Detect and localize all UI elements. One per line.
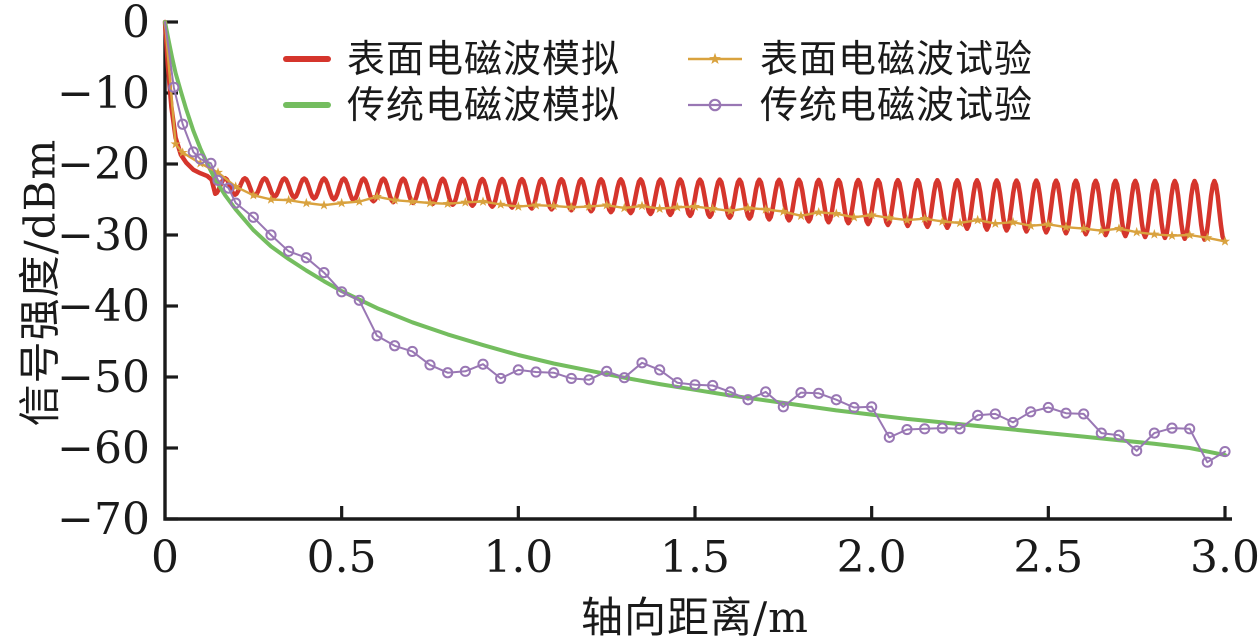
- legend-label-traditional-sim: 传统电磁波模拟: [347, 83, 621, 127]
- legend-label-surface-sim: 表面电磁波模拟: [347, 37, 621, 81]
- y-tick-label: −50: [57, 352, 150, 403]
- y-tick-label: −60: [57, 423, 150, 474]
- y-axis-title: 信号强度/dBm: [15, 138, 65, 427]
- y-tick-label: −20: [57, 139, 150, 190]
- y-tick-label: −40: [57, 281, 150, 332]
- legend-item-surface-sim: 表面电磁波模拟: [283, 36, 620, 82]
- x-tick-label: 0.5: [307, 532, 377, 583]
- x-tick-label: 2.5: [1013, 532, 1083, 583]
- y-tick-label: −30: [57, 210, 150, 261]
- y-tick-label: −70: [57, 494, 150, 545]
- x-axis-title: 轴向距离/m: [581, 593, 809, 639]
- red-line-icon: [283, 56, 331, 62]
- y-tick-label: 0: [122, 0, 150, 48]
- x-tick-label: 2.0: [837, 532, 907, 583]
- legend-label-traditional-exp: 传统电磁波试验: [760, 83, 1034, 127]
- circle-marker-line-icon: [688, 98, 742, 112]
- x-tick-label: 3.0: [1190, 532, 1259, 583]
- green-line-icon: [283, 102, 331, 108]
- star-glyph: [709, 52, 721, 65]
- star-marker-line-icon: [688, 52, 742, 65]
- x-tick-label: 1.5: [660, 532, 730, 583]
- legend-item-traditional-exp: 传统电磁波试验: [686, 82, 1033, 128]
- x-tick-label: 0: [151, 532, 179, 583]
- legend-item-traditional-sim: 传统电磁波模拟: [283, 82, 620, 128]
- legend-item-surface-exp: 表面电磁波试验: [686, 36, 1033, 82]
- x-tick-label: 1.0: [483, 532, 553, 583]
- legend-label-surface-exp: 表面电磁波试验: [760, 37, 1034, 81]
- y-tick-label: −10: [57, 68, 150, 119]
